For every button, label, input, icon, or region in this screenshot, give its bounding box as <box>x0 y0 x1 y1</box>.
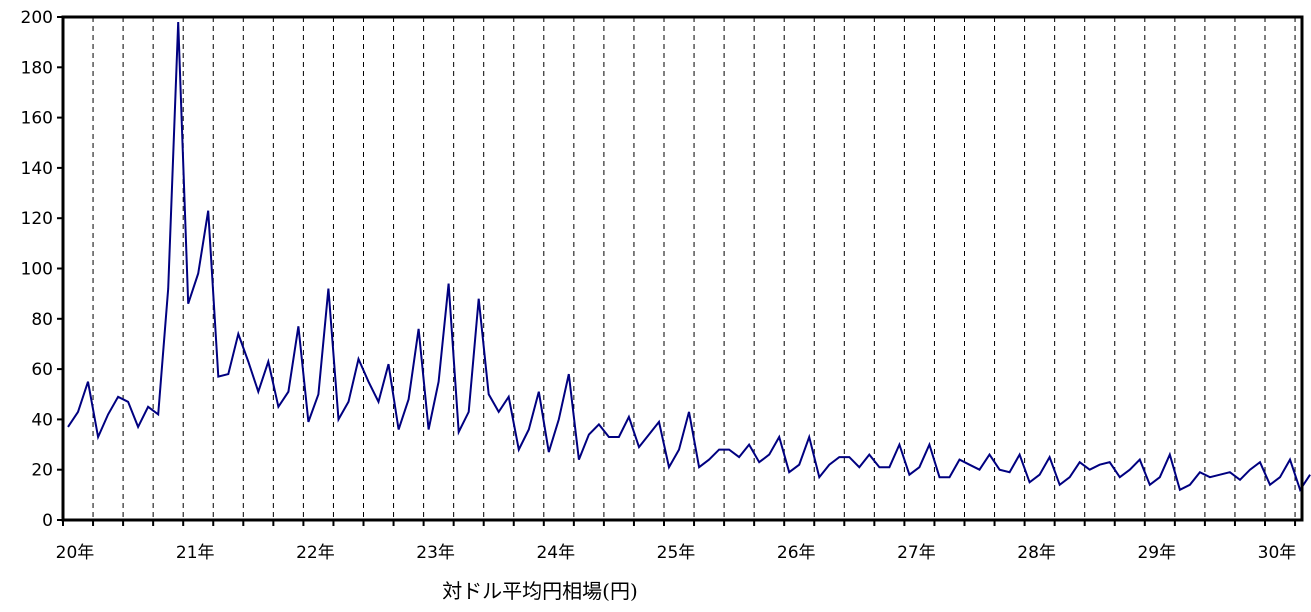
plot-frame <box>61 15 1304 522</box>
y-tick-label: 40 <box>31 410 53 430</box>
x-tick-label: 29年 <box>1137 543 1176 563</box>
x-tick-label: 24年 <box>536 543 575 563</box>
x-tick-label: 25年 <box>657 543 696 563</box>
x-tick-label: 26年 <box>777 543 816 563</box>
y-tick-label: 80 <box>31 310 53 330</box>
x-axis-label: 対ドル平均円相場(円) <box>442 579 638 603</box>
x-tick-label: 22年 <box>296 543 335 563</box>
series-line <box>67 21 1311 493</box>
y-tick-label: 200 <box>21 8 53 28</box>
x-tick-label: 20年 <box>56 543 95 563</box>
x-tick-label: 30年 <box>1258 543 1297 563</box>
y-tick-label: 100 <box>21 260 53 280</box>
y-tick-label: 20 <box>31 461 53 481</box>
y-tick-label: 160 <box>21 109 53 129</box>
y-tick-label: 120 <box>21 209 53 229</box>
x-tick-label: 23年 <box>416 543 455 563</box>
y-tick-label: 60 <box>31 360 53 380</box>
y-tick-label: 140 <box>21 159 53 179</box>
x-tick-label: 21年 <box>176 543 215 563</box>
x-tick-label: 28年 <box>1017 543 1056 563</box>
y-tick-label: 0 <box>42 511 53 531</box>
y-tick-label: 180 <box>21 58 53 78</box>
x-tick-label: 27年 <box>897 543 936 563</box>
